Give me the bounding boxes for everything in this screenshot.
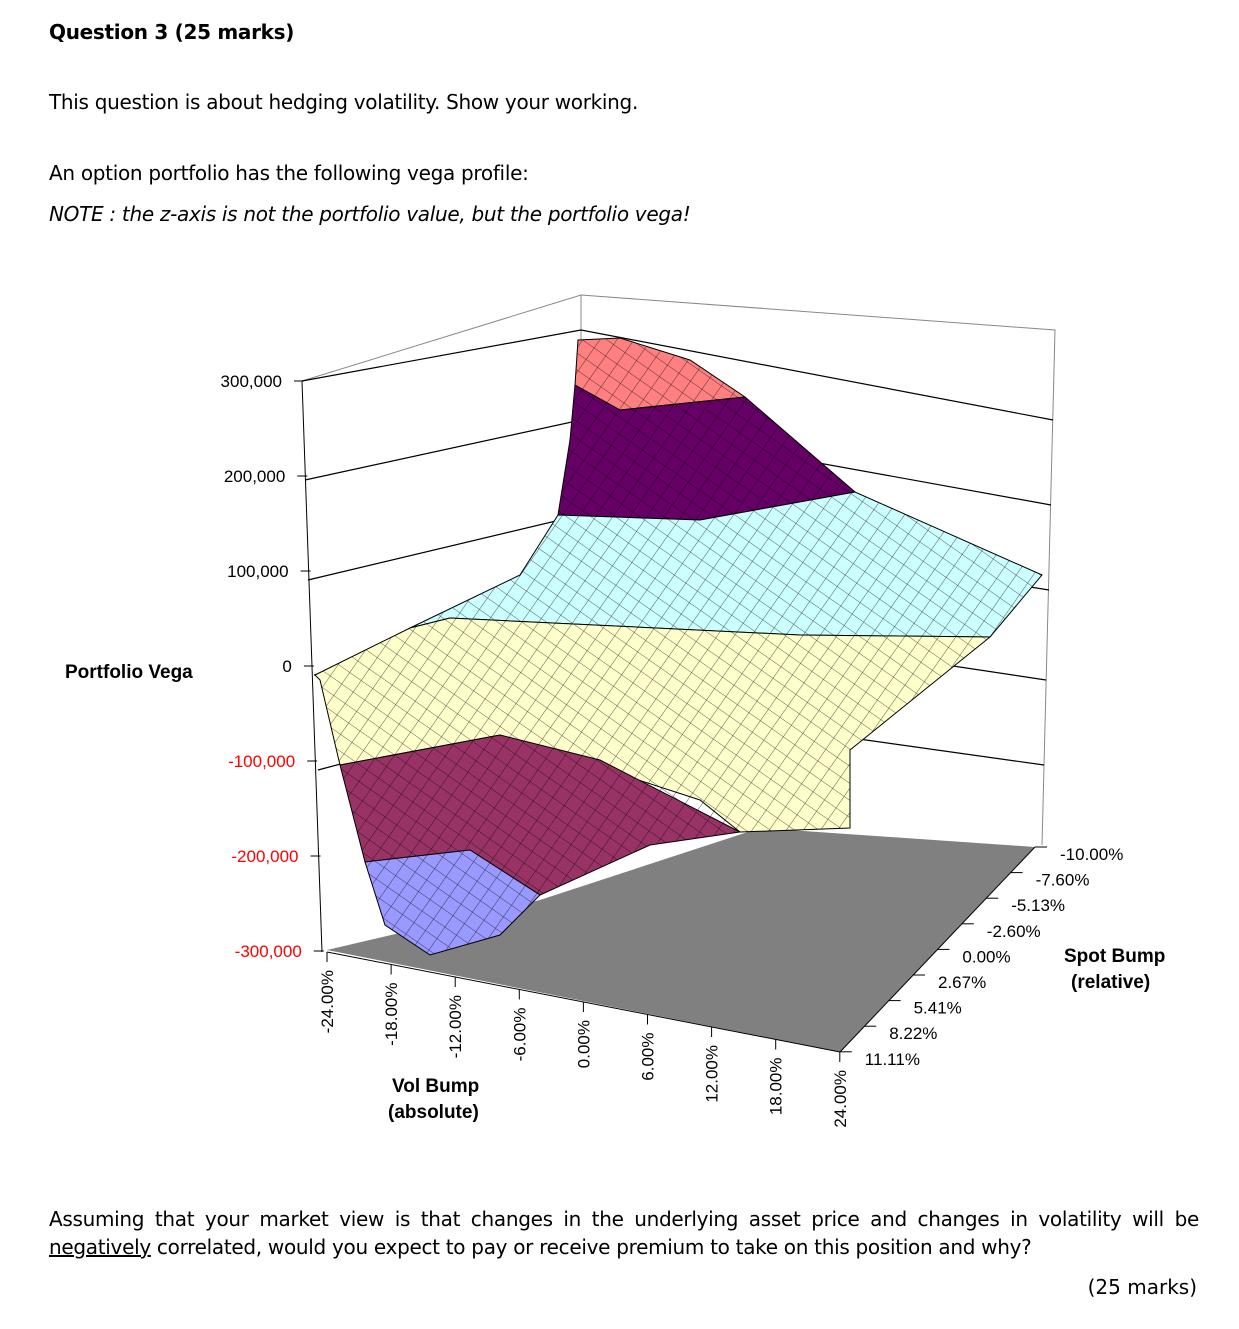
note-text: NOTE : the z-axis is not the portfolio v… <box>49 202 691 226</box>
x-tick-labels: -24.00% -18.00% -12.00% -6.00% 0.00% 6.00% 12.… <box>318 952 850 1128</box>
surface-mesh <box>315 338 1042 955</box>
question-prompt: Assuming that your market view is that c… <box>49 1205 1199 1261</box>
z-tick-label: -300,000 <box>235 942 302 961</box>
x-tick-label: -18.00% <box>382 983 401 1046</box>
y-tick-labels: -10.00% -7.60% -5.13% -2.60% 0.00% 2.67% 5.41%… <box>839 845 1123 1069</box>
y-tick-label: 0.00% <box>962 947 1010 966</box>
marks-label: (25 marks) <box>1087 1275 1197 1299</box>
y-tick-label: 2.67% <box>938 973 986 992</box>
z-tick-label: 300,000 <box>221 372 282 391</box>
y-tick-label: -7.60% <box>1036 871 1090 890</box>
x-tick-label: 0.00% <box>574 1020 593 1068</box>
x-tick-label: -6.00% <box>510 1008 529 1062</box>
x-tick-label: -24.00% <box>318 970 337 1033</box>
y-axis-label-line1: Spot Bump <box>1064 946 1165 967</box>
y-tick-label: -5.13% <box>1011 896 1065 915</box>
x-axis-label-line1: Vol Bump <box>392 1076 479 1097</box>
x-tick-label: 12.00% <box>703 1045 722 1103</box>
x-tick-label: 18.00% <box>767 1058 786 1116</box>
y-axis-label-line2: (relative) <box>1071 972 1150 993</box>
x-tick-label: -12.00% <box>446 995 465 1058</box>
z-tick-label: 0 <box>282 657 291 676</box>
z-tick-label: -100,000 <box>228 752 295 771</box>
y-tick-label: 8.22% <box>889 1024 937 1043</box>
z-tick-label: 100,000 <box>227 562 288 581</box>
prompt-text-1: Assuming that your market view is that c… <box>49 1207 1199 1231</box>
y-tick-label: -10.00% <box>1060 845 1123 864</box>
y-tick-label: -2.60% <box>987 922 1041 941</box>
x-tick-label: 24.00% <box>831 1070 850 1128</box>
z-axis-label: Portfolio Vega <box>65 662 193 683</box>
question-title: Question 3 (25 marks) <box>49 20 295 44</box>
x-tick-label: 6.00% <box>639 1033 658 1081</box>
y-tick-label: 5.41% <box>914 999 962 1018</box>
z-tick-labels: 300,000 200,000 100,000 0 -100,000 -200,000 -3… <box>221 372 324 961</box>
question-intro: This question is about hedging volatilit… <box>49 90 639 114</box>
prompt-text-2: correlated, would you expect to pay or r… <box>150 1235 1032 1259</box>
z-tick-label: -200,000 <box>231 847 298 866</box>
x-axis-label-line2: (absolute) <box>388 1102 479 1123</box>
profile-text: An option portfolio has the following ve… <box>49 161 529 185</box>
z-tick-label: 200,000 <box>224 467 285 486</box>
y-tick-label: 11.11% <box>865 1050 920 1069</box>
chart-floor <box>327 828 1035 1052</box>
prompt-emphasis: negatively <box>49 1235 151 1259</box>
